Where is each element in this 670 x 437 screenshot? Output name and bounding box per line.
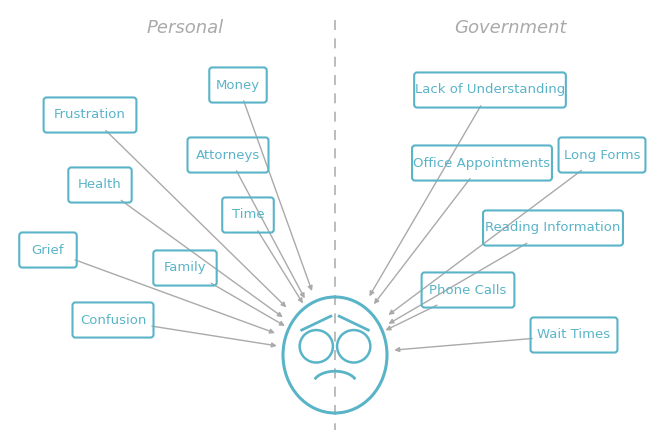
Text: Money: Money	[216, 79, 260, 91]
Text: Phone Calls: Phone Calls	[429, 284, 507, 296]
Text: Frustration: Frustration	[54, 108, 126, 121]
Text: Reading Information: Reading Information	[485, 222, 620, 235]
Text: Confusion: Confusion	[80, 313, 146, 326]
Text: Office Appointments: Office Appointments	[413, 156, 551, 170]
Text: Time: Time	[232, 208, 264, 222]
Text: Grief: Grief	[31, 243, 64, 257]
Text: Family: Family	[163, 261, 206, 274]
Text: Lack of Understanding: Lack of Understanding	[415, 83, 565, 97]
Text: Wait Times: Wait Times	[537, 329, 610, 341]
Text: Personal: Personal	[147, 19, 224, 37]
Text: Attorneys: Attorneys	[196, 149, 260, 162]
Text: Long Forms: Long Forms	[563, 149, 641, 162]
Text: Health: Health	[78, 178, 122, 191]
Text: Government: Government	[454, 19, 566, 37]
